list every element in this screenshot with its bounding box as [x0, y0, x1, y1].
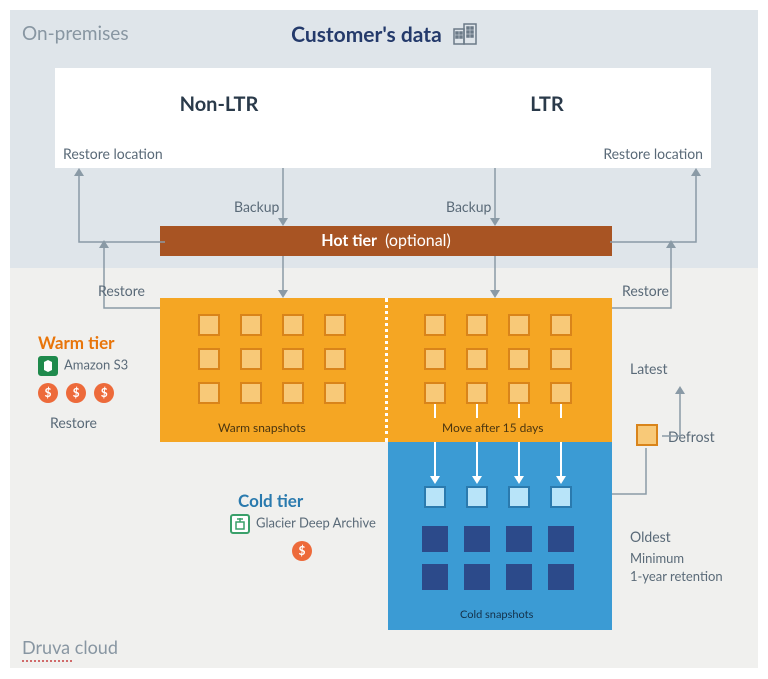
warm-snapshot [466, 382, 488, 404]
title: Customer's data [0, 22, 768, 50]
backup-arrow-right [488, 168, 502, 226]
cold-snapshot-dark [422, 564, 448, 590]
hot-tier-bar: Hot tier (optional) [160, 226, 612, 256]
dollar-icon: $ [66, 383, 86, 403]
non-ltr-heading: Non-LTR [55, 68, 383, 116]
backup-label-right: Backup [446, 198, 491, 215]
retention-label: Minimum 1-year retention [630, 550, 723, 585]
warm-cost-icons: $ $ $ [38, 382, 118, 403]
warm-snapshot [240, 382, 262, 404]
warm-snapshot [550, 382, 572, 404]
restore-arrow-far-right [600, 168, 700, 246]
move-arrow-3 [512, 442, 526, 484]
tick [518, 404, 520, 418]
tick [476, 404, 478, 418]
cold-snapshot-dark [506, 564, 532, 590]
amazon-s3-label: Amazon S3 [38, 356, 128, 376]
warm-snapshot [198, 348, 220, 370]
backup-label-left: Backup [234, 198, 279, 215]
warm-grid-right [424, 314, 594, 414]
warm-snapshot [466, 348, 488, 370]
ltr-box: LTR Restore location [383, 68, 711, 168]
druva-underline [22, 660, 72, 662]
warm-snapshot [198, 314, 220, 336]
cold-snapshot-light [424, 486, 446, 508]
cold-snapshot-dark [548, 564, 574, 590]
defrost-arrow [606, 384, 686, 504]
restore-label-left: Restore [98, 282, 145, 299]
non-ltr-box: Non-LTR Restore location [55, 68, 383, 168]
druva-cloud-label: Druva cloud [22, 636, 118, 658]
hot-to-warm-left [276, 256, 290, 298]
warm-snapshot [324, 382, 346, 404]
tick [434, 404, 436, 418]
latest-label: Latest [630, 360, 668, 377]
cold-snapshot-dark [422, 526, 448, 552]
backup-arrow-left [276, 168, 290, 226]
warm-snapshot [550, 314, 572, 336]
ltr-heading: LTR [383, 68, 711, 116]
warm-snapshot [508, 382, 530, 404]
warm-tier-divider [385, 298, 388, 442]
hot-to-warm-right [488, 256, 502, 298]
cold-snapshot-light [466, 486, 488, 508]
s3-icon [38, 356, 58, 376]
restore-location-right: Restore location [603, 145, 703, 162]
dollar-icon: $ [94, 383, 114, 403]
dollar-icon: $ [38, 383, 58, 403]
cold-cost-icon: $ [292, 540, 316, 561]
warm-snapshot [466, 314, 488, 336]
restore-label-bottom-left: Restore [50, 414, 97, 431]
warm-snapshots-label: Warm snapshots [218, 420, 306, 435]
warm-grid-left [198, 314, 368, 414]
title-text: Customer's data [291, 22, 442, 47]
warm-tier-label: Warm tier [38, 332, 115, 353]
tick [560, 404, 562, 418]
hot-tier-light: (optional) [385, 231, 451, 250]
cold-snapshots-label: Cold snapshots [460, 608, 533, 621]
restore-location-left: Restore location [63, 145, 163, 162]
warm-snapshot [240, 314, 262, 336]
cold-snapshot-dark [506, 526, 532, 552]
glacier-label: Glacier Deep Archive [230, 514, 376, 534]
warm-snapshot [508, 348, 530, 370]
hot-tier-bold: Hot tier [321, 231, 377, 250]
glacier-icon [230, 514, 250, 534]
warm-snapshot [282, 382, 304, 404]
cold-snapshot-dark [464, 526, 490, 552]
warm-snapshot [508, 314, 530, 336]
dollar-icon: $ [292, 541, 312, 561]
warm-snapshot [240, 348, 262, 370]
warm-snapshot [424, 382, 446, 404]
oldest-label: Oldest [630, 528, 671, 545]
cold-tier-label: Cold tier [238, 490, 303, 511]
restore-label-right: Restore [622, 282, 669, 299]
warm-snapshot [424, 348, 446, 370]
amazon-s3-text: Amazon S3 [64, 356, 128, 372]
restore-arrow-warm-right [605, 240, 675, 312]
move-arrow-4 [554, 442, 568, 484]
warm-snapshot [324, 314, 346, 336]
cold-snapshot-light [508, 486, 530, 508]
warm-snapshot [282, 314, 304, 336]
warm-snapshot [324, 348, 346, 370]
warm-snapshot [424, 314, 446, 336]
cold-snapshot-light [550, 486, 572, 508]
cold-snapshot-dark [464, 564, 490, 590]
move-after-label: Move after 15 days [442, 420, 543, 435]
glacier-text: Glacier Deep Archive [256, 514, 376, 530]
cold-snapshot-dark [548, 526, 574, 552]
warm-snapshot [550, 348, 572, 370]
warm-snapshot [282, 348, 304, 370]
restore-arrow-far-left [75, 168, 175, 246]
warm-snapshot [198, 382, 220, 404]
building-icon [453, 23, 477, 50]
canvas: On-premises Customer's data Non-LTR Rest… [0, 0, 768, 679]
move-arrow-2 [470, 442, 484, 484]
move-arrow-1 [428, 442, 442, 484]
